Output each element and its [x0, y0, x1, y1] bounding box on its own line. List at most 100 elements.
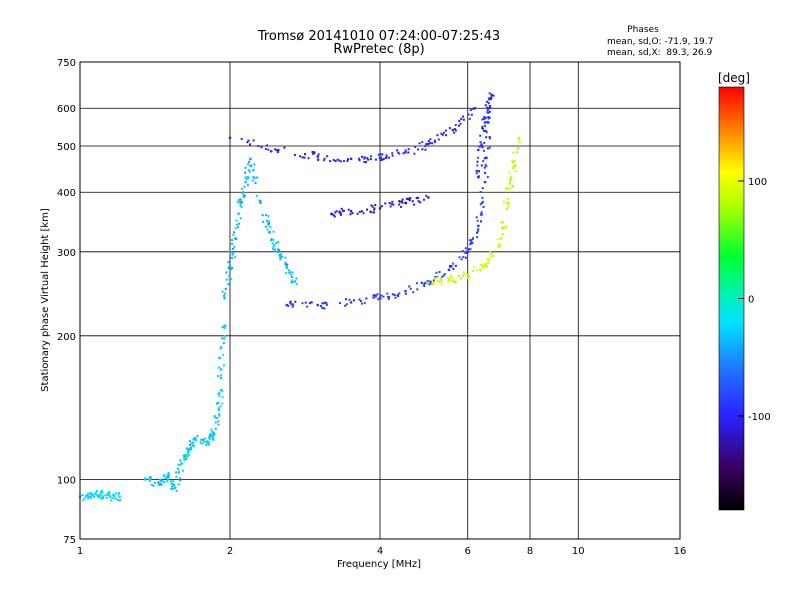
- y-tick-labels: 75 100 200 300 400 500 600 750: [57, 58, 76, 546]
- echo-point: [480, 164, 483, 167]
- echo-point: [347, 158, 350, 161]
- echo-point: [512, 151, 515, 154]
- echo-point: [432, 281, 435, 284]
- echo-point: [462, 118, 465, 121]
- echo-point: [340, 160, 343, 163]
- echo-point: [388, 201, 391, 204]
- echo-point: [486, 147, 489, 150]
- echo-point: [454, 129, 457, 132]
- echo-point: [322, 159, 325, 162]
- echo-point: [217, 423, 220, 426]
- echo-point: [274, 148, 277, 151]
- echo-point: [463, 272, 466, 275]
- echo-point: [341, 209, 344, 212]
- echo-point: [85, 494, 88, 497]
- echo-point: [108, 491, 111, 494]
- echo-point: [285, 265, 288, 268]
- echo-point: [425, 143, 428, 146]
- echo-point: [475, 216, 478, 219]
- echo-point: [517, 138, 520, 141]
- echo-point: [186, 451, 189, 454]
- data-point: [316, 303, 319, 307]
- data-point: [211, 435, 215, 438]
- echo-point: [469, 248, 472, 251]
- echo-point: [443, 273, 446, 276]
- echo-point: [166, 475, 169, 478]
- echo-point: [488, 137, 491, 140]
- echo-point: [436, 280, 439, 283]
- echo-point: [92, 493, 95, 496]
- y-tick-label: 100: [57, 475, 76, 486]
- echo-point: [385, 156, 388, 159]
- echo-point: [256, 176, 259, 179]
- plot-frame: [79, 61, 681, 540]
- echo-point: [506, 198, 509, 201]
- echo-point: [423, 285, 426, 288]
- echo-point: [481, 125, 484, 128]
- echo-point: [411, 200, 414, 203]
- echo-point: [249, 165, 252, 168]
- echo-point: [272, 230, 275, 233]
- echo-point: [478, 145, 481, 148]
- echo-point: [485, 265, 488, 268]
- echo-point: [250, 164, 253, 167]
- data-point: [473, 107, 477, 110]
- colorbar-tick-label: -100: [748, 412, 771, 423]
- echo-point: [432, 279, 435, 282]
- echo-point: [175, 489, 178, 492]
- echo-point: [490, 252, 493, 255]
- echo-point: [476, 164, 479, 167]
- echo-point: [338, 211, 341, 214]
- echo-point: [325, 302, 328, 305]
- echo-point: [477, 175, 480, 178]
- echo-point: [236, 200, 239, 203]
- trace: [221, 157, 298, 300]
- echo-point: [104, 494, 107, 497]
- plot-area: 1 2 4 6 8 10 16 75 100 200 300 400 500 600 750: [57, 58, 686, 557]
- echo-point: [218, 414, 221, 417]
- echo-point: [500, 221, 503, 224]
- echo-point: [291, 303, 294, 306]
- echo-point: [462, 271, 465, 274]
- echo-point: [264, 225, 267, 228]
- echo-point: [511, 159, 514, 162]
- echo-point: [487, 102, 490, 105]
- echo-point: [477, 149, 480, 152]
- echo-point: [237, 226, 240, 229]
- echo-point: [481, 146, 484, 149]
- echo-point: [177, 463, 180, 466]
- data-point: [219, 368, 223, 371]
- echo-point: [208, 443, 211, 446]
- echo-point: [227, 283, 230, 286]
- echo-point: [274, 248, 277, 251]
- echo-point: [248, 160, 251, 163]
- echo-point: [235, 219, 238, 222]
- x-tick-label: 4: [377, 546, 383, 557]
- echo-point: [225, 271, 228, 274]
- echo-point: [379, 153, 382, 156]
- echo-point: [407, 148, 410, 151]
- echo-point: [241, 192, 244, 195]
- echo-point: [186, 455, 189, 458]
- echo-point: [179, 459, 182, 462]
- echo-point: [208, 435, 211, 438]
- echo-point: [323, 307, 326, 310]
- colorbar-label: [deg]: [718, 71, 750, 85]
- echo-point: [470, 113, 473, 116]
- echo-point: [405, 202, 408, 205]
- x-tick-label: 16: [674, 546, 687, 557]
- echo-point: [458, 124, 461, 127]
- echo-point: [481, 118, 484, 121]
- echo-point: [147, 478, 150, 481]
- echo-point: [481, 187, 484, 190]
- echo-point: [508, 178, 511, 181]
- echo-point: [467, 113, 470, 116]
- echo-point: [488, 92, 491, 95]
- echo-point: [182, 454, 185, 457]
- data-point: [447, 268, 451, 272]
- y-tick-label: 300: [57, 248, 76, 259]
- echo-point: [272, 238, 275, 241]
- data-point: [109, 495, 112, 498]
- echo-point: [514, 170, 517, 173]
- echo-point: [486, 108, 489, 111]
